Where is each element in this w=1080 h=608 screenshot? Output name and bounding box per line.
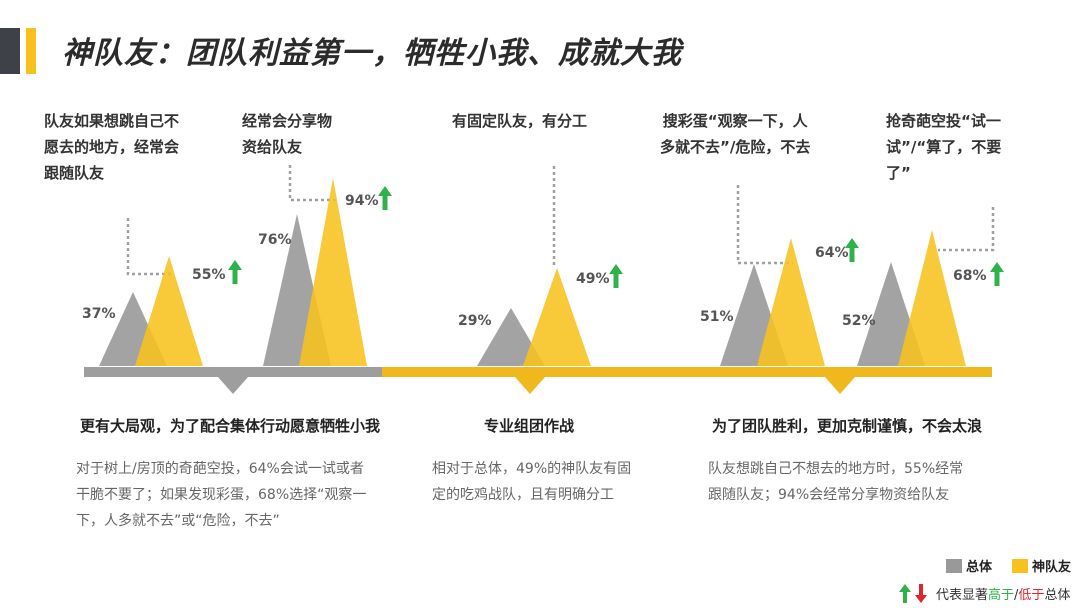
connector-line-3	[736, 185, 793, 265]
section-desc-2: 队友想跳自己不想去的地方时，55%经常 跟随队友；94%会经常分享物资给队友	[708, 456, 963, 508]
connector-line-4	[938, 207, 995, 252]
annotation-1: 经常会分享物 资给队友	[242, 108, 332, 160]
annotation-line: 抢奇葩空投“试一	[886, 112, 1001, 130]
label-teammate-2: 49%	[576, 271, 610, 287]
peak-teammate-0	[135, 256, 203, 366]
peak-teammate-2	[523, 268, 591, 366]
annotation-line: 有固定队友，有分工	[452, 112, 588, 130]
peak-teammate-3	[757, 238, 825, 366]
up-arrow-icon-0	[228, 260, 242, 284]
annotation-0: 队友如果想跳自己不 愿去的地方，经常会 跟随队友	[44, 108, 179, 186]
up-arrow-icon-2	[609, 264, 623, 288]
desc-line: 队友想跳自己不想去的地方时，55%经常	[708, 461, 964, 477]
baseline-pointer	[825, 377, 855, 394]
section-desc-0: 对于树上/房顶的奇葩空投，64%会试一试或者 干脆不要了；如果发现彩蛋，68%选…	[76, 456, 366, 534]
legend-swatch-teammate	[1012, 559, 1028, 573]
baseline-pointer	[515, 377, 545, 394]
desc-line: 下，人多就不去”或“危险，不去”	[76, 513, 280, 529]
section-heading-1: 专业组团作战	[484, 417, 575, 435]
label-overall-0: 37%	[82, 306, 116, 322]
annotation-line: 资给队友	[242, 138, 303, 156]
peak-teammate-4	[898, 230, 966, 366]
desc-line: 跟随队友；94%会经常分享物资给队友	[708, 487, 950, 503]
annotation-line: 经常会分享物	[242, 112, 333, 130]
annotation-line: 试”/“算了，不要	[886, 138, 1002, 156]
label-teammate-0: 55%	[192, 267, 226, 283]
desc-line: 定的吃鸡战队，且有明确分工	[432, 487, 614, 503]
legend-swatch-overall	[946, 559, 962, 573]
significance-note: 代表显著高于/低于总体	[936, 588, 1071, 603]
peak-overall-2	[477, 308, 545, 366]
up-arrow-icon-1	[378, 186, 392, 210]
baseline-pointer	[218, 377, 248, 394]
annotation-4: 抢奇葩空投“试一 试”/“算了，不要 了”	[886, 108, 1001, 186]
title-bar-dark	[0, 28, 20, 74]
label-overall-1: 76%	[258, 232, 292, 248]
label-overall-2: 29%	[458, 313, 492, 329]
annotation-line: 了”	[886, 164, 911, 182]
significance-arrows-icon	[899, 584, 927, 603]
title-bar-yellow	[26, 28, 36, 74]
up-arrow-icon-3	[845, 238, 859, 262]
label-overall-4: 52%	[842, 313, 876, 329]
section-desc-1: 相对于总体，49%的神队友有固 定的吃鸡战队，且有明确分工	[432, 456, 631, 508]
annotation-2: 有固定队友，有分工	[452, 108, 587, 134]
annotation-line: 愿去的地方，经常会	[44, 138, 180, 156]
annotation-line: 多就不去”/危险，不去	[660, 138, 811, 156]
section-heading-0: 更有大局观，为了配合集体行动愿意牺牲小我	[80, 417, 381, 435]
annotation-line: 跟随队友	[44, 164, 105, 182]
peak-teammate-1	[299, 178, 367, 366]
annotation-3: 搜彩蛋“观察一下，人 多就不去”/危险，不去	[660, 108, 810, 160]
desc-line: 干脆不要了；如果发现彩蛋，68%选择“观察一	[76, 487, 367, 503]
baseline-gray	[84, 367, 382, 377]
page-title: 神队友：团队利益第一，牺牲小我、成就大我	[62, 36, 682, 71]
baseline-yellow	[382, 367, 992, 377]
annotation-line: 队友如果想跳自己不	[44, 112, 180, 130]
label-overall-3: 51%	[700, 309, 734, 325]
label-teammate-4: 68%	[953, 268, 987, 284]
up-arrow-icon-4	[990, 262, 1004, 286]
annotation-line: 搜彩蛋“观察一下，人	[662, 112, 808, 130]
desc-line: 相对于总体，49%的神队友有固	[432, 461, 632, 477]
connector-line-1	[288, 165, 336, 202]
desc-line: 对于树上/房顶的奇葩空投，64%会试一试或者	[76, 461, 364, 477]
legend-overall: 总体	[946, 556, 992, 575]
connector-line-0	[126, 218, 172, 276]
section-heading-2: 为了团队胜利，更加克制谨慎，不会太浪	[712, 417, 983, 435]
label-teammate-3: 64%	[815, 245, 849, 261]
label-teammate-1: 94%	[345, 193, 379, 209]
legend-teammate: 神队友	[1012, 556, 1071, 575]
